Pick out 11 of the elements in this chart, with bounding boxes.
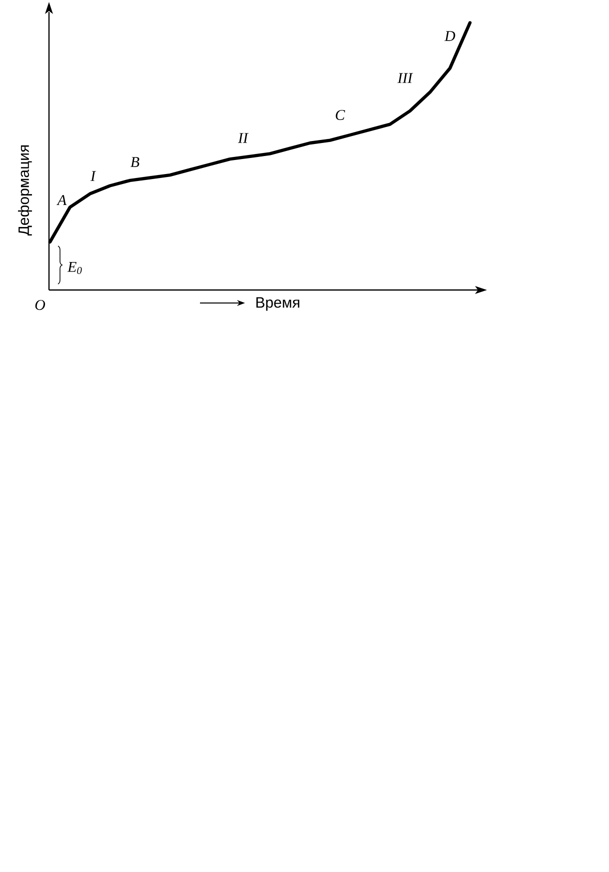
annotation: E$_{0}$ [67,262,82,274]
annotation: C [336,110,346,120]
annotation: I [90,171,96,181]
x-axis-title: Время [256,297,300,311]
annotation: A [56,195,67,205]
annotation: II [238,133,249,143]
y-axis-title: Деформация [18,145,32,236]
text: O [35,300,46,310]
annotation: III [397,73,414,83]
annotation: D [444,31,456,41]
annotation: B [130,157,140,167]
